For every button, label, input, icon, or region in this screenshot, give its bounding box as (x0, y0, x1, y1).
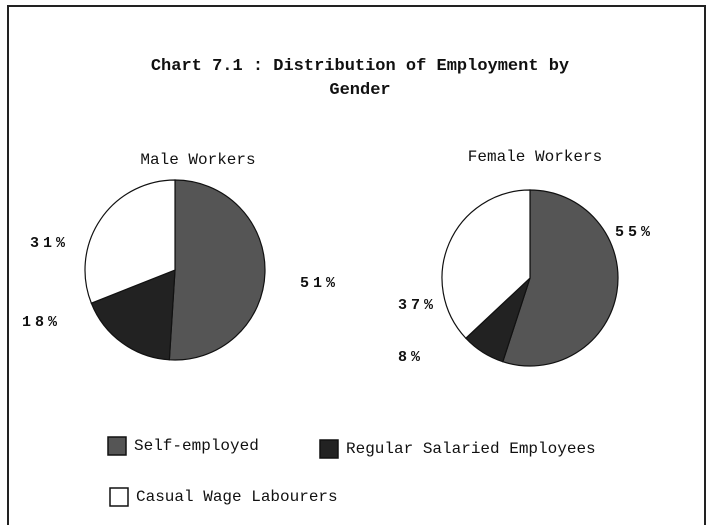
legend-swatch (108, 437, 126, 455)
chart-title: Chart 7.1 : Distribution of Employment b… (120, 55, 600, 103)
pie-slice (169, 180, 265, 360)
legend-swatch (320, 440, 338, 458)
legend-swatch (110, 488, 128, 506)
pie-subtitle: Female Workers (468, 148, 602, 166)
pie-subtitle: Male Workers (140, 151, 255, 169)
data-label: 18% (22, 314, 61, 331)
data-label: 37% (398, 297, 437, 314)
data-label: 31% (30, 235, 69, 252)
legend-label: Casual Wage Labourers (136, 488, 338, 506)
data-label: 51% (300, 275, 339, 292)
legend-label: Self-employed (134, 437, 259, 455)
page: Male Workers 51% 18% 31% Female Workers 55% 8%… (0, 0, 712, 525)
legend-label: Regular Salaried Employees (346, 440, 596, 458)
data-label: 8% (398, 349, 424, 366)
data-label: 55% (615, 224, 654, 241)
